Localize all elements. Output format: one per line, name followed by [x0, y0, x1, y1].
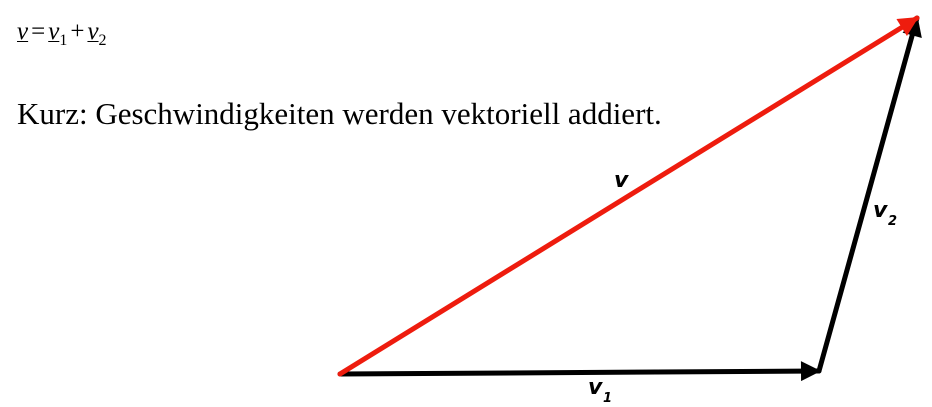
label-v1: v — [588, 375, 603, 400]
label-v2: v — [873, 198, 888, 223]
formula-v1-subscript: 1 — [59, 32, 68, 49]
formula-v2: v — [87, 18, 99, 45]
vector-sum-formula: v = v1 + v2 — [17, 18, 107, 49]
formula-plus: + — [70, 18, 85, 45]
vector-v2-arrow — [816, 15, 922, 374]
formula-v2-subscript: 2 — [98, 32, 107, 49]
summary-sentence: Kurz: Geschwindigkeiten werden vektoriel… — [17, 96, 662, 131]
formula-v1: v — [48, 18, 60, 45]
label-v: v — [614, 168, 629, 193]
label-v2-subscript: 2 — [888, 214, 897, 229]
label-v1-subscript: 1 — [603, 391, 612, 406]
vector-v-resultant-arrow — [337, 15, 920, 377]
vector-v1-arrow — [337, 361, 822, 382]
formula-equals: = — [31, 18, 46, 45]
formula-v: v — [17, 18, 29, 45]
